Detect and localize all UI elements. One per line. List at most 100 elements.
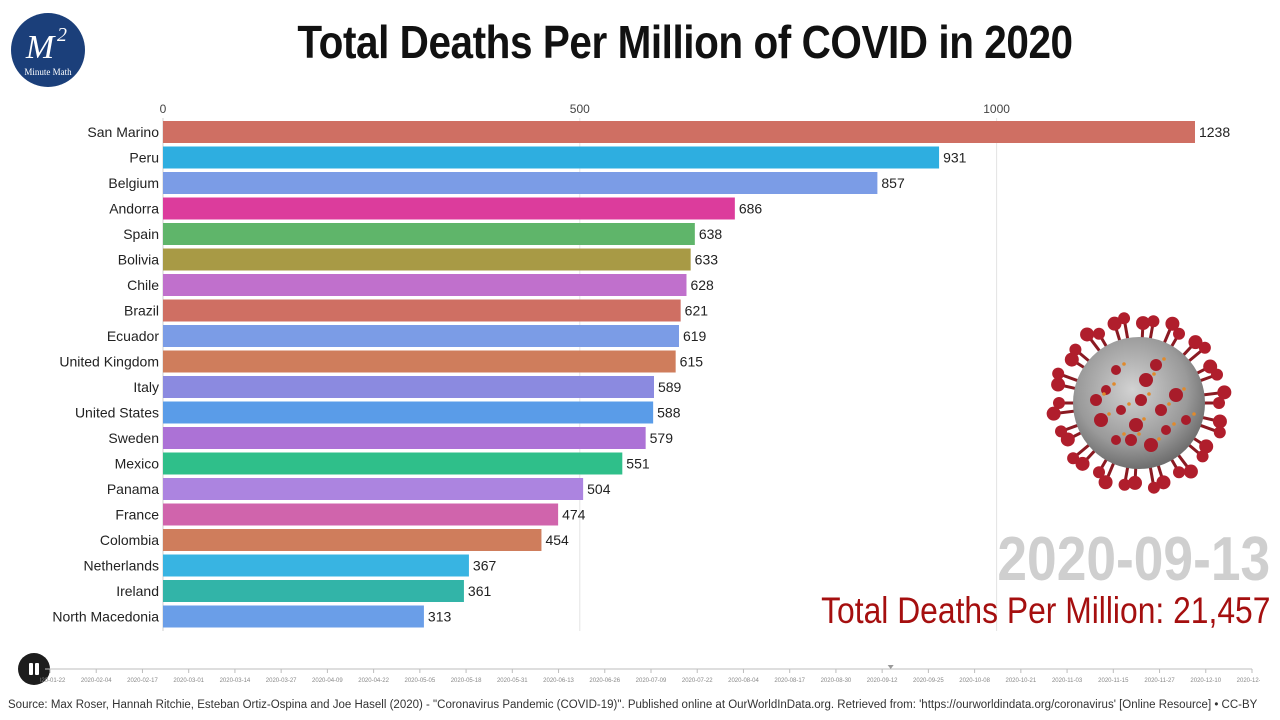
bar xyxy=(163,172,878,194)
value-label: 619 xyxy=(683,328,707,344)
bar xyxy=(163,350,676,373)
category-label: Spain xyxy=(123,226,159,242)
bar xyxy=(163,376,654,398)
value-label: 588 xyxy=(657,405,681,421)
bar xyxy=(163,197,735,220)
bar-chart: 0 500 1000 San Marino 1238 Peru 931 Belgium 857 A… xyxy=(52,102,1230,631)
timeline-handle[interactable] xyxy=(887,665,894,669)
value-label: 589 xyxy=(658,379,682,395)
page-title: Total Deaths Per Million of COVID in 202… xyxy=(297,16,1073,68)
source-citation: Source: Max Roser, Hannah Ritchie, Esteb… xyxy=(8,699,1258,711)
timeline-date-label: 2020-08-17 xyxy=(774,678,805,684)
value-label: 686 xyxy=(739,201,763,217)
timeline-date-label: 2020-06-13 xyxy=(543,678,574,684)
category-label: Netherlands xyxy=(84,558,160,574)
category-label: Colombia xyxy=(100,532,159,548)
category-label: France xyxy=(115,507,159,523)
timeline-date-label: 2020-08-30 xyxy=(821,678,852,684)
logo-superscript: 2 xyxy=(57,24,67,46)
value-label: 857 xyxy=(881,175,905,191)
category-label: Peru xyxy=(129,150,159,166)
current-date-readout: 2020-09-13 xyxy=(997,525,1270,594)
bar xyxy=(163,248,691,271)
x-tick-label: 500 xyxy=(570,102,590,116)
value-label: 633 xyxy=(695,252,719,268)
category-label: Italy xyxy=(133,379,159,395)
total-value: 21,457 xyxy=(1172,590,1270,631)
timeline-date-label: 2020-12-10 xyxy=(1190,678,1221,684)
bar xyxy=(163,478,584,500)
value-label: 931 xyxy=(943,150,967,166)
total-label: Total Deaths Per Million: xyxy=(820,590,1164,631)
category-label: Ecuador xyxy=(107,328,159,344)
x-tick-label: 0 xyxy=(160,102,167,116)
timeline-date-label: 2020-05-18 xyxy=(451,678,482,684)
category-label: North Macedonia xyxy=(52,609,159,625)
value-label: 615 xyxy=(680,354,704,370)
bar xyxy=(163,274,687,296)
logo-subtitle: Minute Math xyxy=(24,67,72,77)
category-label: Andorra xyxy=(109,201,159,217)
timeline-date-label: 2020-07-22 xyxy=(682,678,713,684)
value-label: 1238 xyxy=(1199,124,1230,140)
category-label: Ireland xyxy=(116,583,159,599)
bar xyxy=(163,452,623,475)
timeline-date-label: 2020-12-23 xyxy=(1237,678,1260,684)
bar xyxy=(163,401,654,424)
timeline-date-label: 2020-05-31 xyxy=(497,678,528,684)
timeline-date-label: 2020-10-21 xyxy=(1005,678,1036,684)
value-label: 474 xyxy=(562,507,586,523)
timeline-date-label: 2020-03-27 xyxy=(266,678,297,684)
value-label: 638 xyxy=(699,226,723,242)
category-label: Mexico xyxy=(115,456,160,472)
value-label: 504 xyxy=(587,481,611,497)
logo-letter: M xyxy=(25,29,56,66)
timeline-date-label: 2020-02-04 xyxy=(81,678,112,684)
pause-button[interactable] xyxy=(18,653,50,685)
timeline-date-label: 2020-03-01 xyxy=(173,678,204,684)
category-label: United Kingdom xyxy=(59,354,159,370)
bar xyxy=(163,529,542,551)
timeline-date-label: 2020-07-09 xyxy=(636,678,667,684)
category-label: Brazil xyxy=(124,303,159,319)
value-label: 621 xyxy=(685,303,709,319)
category-label: San Marino xyxy=(87,124,159,140)
timeline-date-label: 2020-06-26 xyxy=(589,678,620,684)
timeline-slider[interactable]: 2020-01-22 2020-02-04 2020-02-17 2020-03-01… xyxy=(40,662,1260,692)
pause-icon xyxy=(29,663,33,675)
timeline-date-label: 2020-09-12 xyxy=(867,678,898,684)
bar xyxy=(163,223,695,245)
bar xyxy=(163,146,940,169)
category-label: United States xyxy=(75,405,159,421)
timeline-date-label: 2020-05-05 xyxy=(404,678,435,684)
value-label: 454 xyxy=(545,532,569,548)
value-label: 628 xyxy=(690,277,714,293)
timeline-date-label: 2020-01-22 xyxy=(40,678,66,684)
category-label: Chile xyxy=(127,277,159,293)
bar xyxy=(163,580,464,602)
timeline-date-label: 2020-11-27 xyxy=(1144,678,1175,684)
timeline-date-label: 2020-10-08 xyxy=(959,678,990,684)
timeline-date-label: 2020-08-04 xyxy=(728,678,759,684)
x-tick-label: 1000 xyxy=(983,102,1010,116)
category-label: Panama xyxy=(107,481,159,497)
bar xyxy=(163,554,469,577)
bar xyxy=(163,605,424,628)
timeline-date-label: 2020-09-25 xyxy=(913,678,944,684)
total-deaths-readout: Total Deaths Per Million: 21,457 xyxy=(821,590,1270,632)
category-label: Sweden xyxy=(108,430,159,446)
value-label: 367 xyxy=(473,558,497,574)
minute-math-logo: M 2 Minute Math xyxy=(11,13,85,87)
coronavirus-image xyxy=(1046,312,1232,494)
category-label: Belgium xyxy=(108,175,159,191)
value-label: 579 xyxy=(650,430,674,446)
timeline-date-label: 2020-04-09 xyxy=(312,678,343,684)
bar xyxy=(163,427,646,449)
timeline-date-label: 2020-02-17 xyxy=(127,678,158,684)
bar xyxy=(163,121,1195,143)
bar xyxy=(163,503,559,526)
value-label: 361 xyxy=(468,583,492,599)
value-label: 313 xyxy=(428,609,452,625)
timeline-date-label: 2020-04-22 xyxy=(358,678,389,684)
bar xyxy=(163,325,679,347)
